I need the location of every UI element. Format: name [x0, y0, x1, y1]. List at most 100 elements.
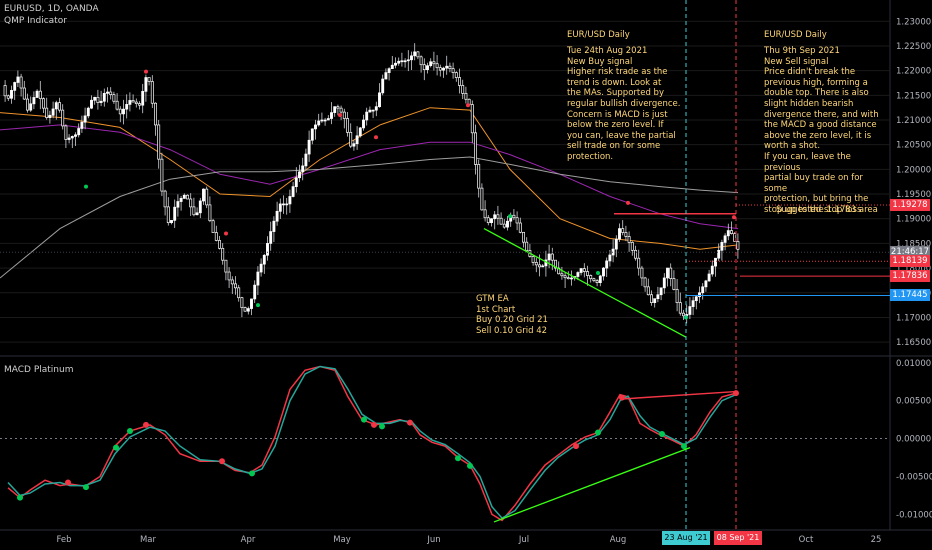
macd-signal-dot [455, 455, 461, 462]
candle-body [534, 262, 538, 266]
sell-note-title: EUR/USD Daily [764, 30, 827, 40]
candle-body [102, 92, 106, 102]
candle-body [525, 241, 529, 251]
price-tick-label: 1.21000 [896, 116, 931, 126]
candle-body [106, 91, 109, 94]
candle-body [394, 62, 397, 66]
price-tick-label: 1.22000 [896, 67, 931, 77]
candle-body [384, 72, 388, 80]
candle-body [707, 273, 711, 282]
candle-body [637, 257, 641, 269]
candle-body [666, 267, 669, 279]
candle-body [163, 190, 167, 208]
candle-body [730, 230, 733, 234]
date-marker-label: 08 Sep '21 [714, 531, 762, 545]
candle-body [694, 296, 698, 302]
candle-body [80, 121, 84, 129]
candle-body [480, 187, 484, 211]
candle-body [570, 277, 573, 280]
time-tick-label: Jun [426, 535, 440, 545]
candle-body [310, 128, 314, 141]
candle-body [698, 292, 701, 298]
symbol-title: EURUSD, 1D, OANDA [4, 4, 99, 14]
ea-note: GTM EA 1st Chart Buy 0.20 Grid 21 Sell 0… [476, 294, 548, 336]
moving-average-line [0, 107, 739, 250]
candle-body [48, 114, 52, 118]
candle-body [218, 240, 221, 249]
candle-body [45, 107, 49, 118]
candle-body [646, 286, 650, 296]
candle-body [704, 280, 708, 288]
support-trendline [483, 228, 687, 338]
candle-body [688, 306, 692, 315]
price-tick-label: 1.18500 [896, 239, 931, 249]
candle-body [582, 268, 586, 272]
candle-body [669, 267, 673, 279]
candle-body [182, 194, 186, 199]
macd-signal-dot [659, 431, 665, 438]
candle-body [326, 118, 330, 121]
candle-body [659, 287, 663, 296]
candle-body [147, 77, 151, 82]
price-signal-dot [84, 184, 88, 189]
candle-body [93, 96, 97, 101]
candle-body [640, 267, 644, 279]
candle-body [42, 98, 45, 109]
candle-body [493, 214, 497, 220]
price-signal-dot [338, 113, 342, 118]
candle-body [67, 137, 71, 140]
price-signal-dot [224, 231, 228, 236]
candle-body [179, 198, 183, 202]
macd-signal-dot [407, 419, 413, 426]
candle-body [733, 233, 737, 242]
candle-body [422, 64, 426, 71]
candle-body [547, 253, 551, 261]
candle-body [211, 220, 215, 233]
candle-body [22, 87, 26, 100]
candle-body [246, 308, 250, 312]
macd-tick-label: -0.01000 [896, 510, 932, 520]
candle-body [234, 283, 237, 289]
indicator-label: QMP Indicator [4, 16, 67, 26]
macd-signal-dot [379, 423, 385, 430]
candle-body [342, 111, 346, 119]
candle-body [115, 100, 119, 110]
candle-body [461, 85, 465, 94]
time-tick-label: Apr [241, 535, 256, 545]
candle-body [154, 102, 157, 126]
candle-body [653, 298, 657, 303]
price-signal-dot [374, 135, 378, 140]
candle-body [416, 51, 420, 58]
candle-body [333, 106, 337, 113]
candle-body [54, 102, 58, 110]
candle-body [269, 231, 273, 244]
candle-body [736, 241, 740, 250]
price-tick-label: 1.22500 [896, 42, 931, 52]
stop-loss-label: Suggested stop loss [776, 205, 862, 215]
candle-body [138, 103, 141, 106]
time-tick-label: Feb [56, 535, 71, 545]
macd-signal-dot [595, 429, 601, 436]
macd-title: MACD Platinum [4, 365, 74, 375]
candle-body [134, 101, 138, 104]
price-label: 1.19278 [890, 199, 930, 211]
candle-body [454, 72, 458, 78]
candle-body [256, 271, 260, 286]
candle-body [64, 125, 68, 140]
candle-body [662, 277, 666, 289]
candle-body [240, 297, 244, 308]
candle-body [266, 243, 269, 256]
candle-body [70, 136, 74, 139]
candle-body [678, 302, 682, 314]
candle-body [250, 298, 253, 309]
candle-body [90, 99, 93, 109]
price-signal-dot [508, 214, 512, 219]
candle-body [426, 65, 429, 71]
macd-tick-label: 0.00000 [896, 435, 931, 445]
macd-signal-dot [127, 427, 133, 434]
sell-note-text: Thu 9th Sep 2021 New Sell signal Price d… [764, 46, 879, 215]
candle-body [307, 139, 311, 155]
macd-divergence-line [619, 390, 737, 400]
